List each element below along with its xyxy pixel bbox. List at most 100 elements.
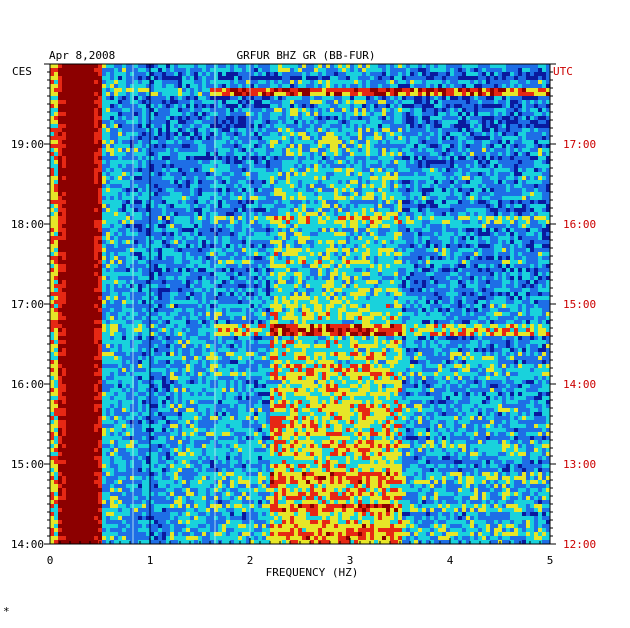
heatmap-cell — [334, 196, 339, 201]
heatmap-cell — [190, 204, 195, 209]
heatmap-cell — [394, 96, 399, 101]
heatmap-cell — [66, 112, 71, 117]
heatmap-cell — [458, 164, 463, 169]
heatmap-cell — [422, 108, 427, 113]
heatmap-cell — [362, 196, 367, 201]
heatmap-cell — [362, 84, 367, 89]
heatmap-cell — [358, 84, 363, 89]
heatmap-cell — [210, 96, 215, 101]
heatmap-cell — [222, 148, 227, 153]
heatmap-cell — [354, 112, 359, 117]
heatmap-cell — [170, 96, 175, 101]
heatmap-cell — [110, 132, 115, 137]
heatmap-cell — [162, 192, 167, 197]
heatmap-cell — [394, 140, 399, 145]
heatmap-cell — [62, 112, 67, 117]
heatmap-cell — [430, 140, 435, 145]
heatmap-cell — [246, 64, 251, 69]
heatmap-cell — [266, 112, 271, 117]
heatmap-cell — [310, 88, 315, 93]
heatmap-cell — [454, 180, 459, 185]
heatmap-cell — [326, 104, 331, 109]
heatmap-cell — [490, 64, 495, 69]
heatmap-cell — [366, 104, 371, 109]
heatmap-cell — [346, 188, 351, 193]
heatmap-cell — [354, 128, 359, 133]
heatmap-cell — [366, 76, 371, 81]
heatmap-cell — [534, 68, 539, 73]
heatmap-cell — [282, 104, 287, 109]
heatmap-cell — [318, 92, 323, 97]
heatmap-cell — [134, 64, 139, 69]
heatmap-cell — [114, 220, 119, 225]
heatmap-cell — [286, 136, 291, 141]
heatmap-cell — [158, 104, 163, 109]
heatmap-cell — [310, 164, 315, 169]
heatmap-cell — [398, 124, 403, 129]
heatmap-cell — [382, 76, 387, 81]
heatmap-cell — [330, 96, 335, 101]
heatmap-cell — [366, 172, 371, 177]
heatmap-cell — [90, 72, 95, 77]
heatmap-cell — [174, 216, 179, 221]
heatmap-cell — [410, 204, 415, 209]
heatmap-cell — [154, 136, 159, 141]
heatmap-cell — [442, 176, 447, 181]
heatmap-cell — [270, 156, 275, 161]
heatmap-cell — [410, 156, 415, 161]
heatmap-cell — [230, 64, 235, 69]
heatmap-cell — [470, 208, 475, 213]
heatmap-cell — [226, 184, 231, 189]
heatmap-cell — [450, 192, 455, 197]
heatmap-cell — [526, 92, 531, 97]
heatmap-cell — [350, 184, 355, 189]
heatmap-cell — [522, 92, 527, 97]
heatmap-cell — [122, 132, 127, 137]
heatmap-cell — [294, 88, 299, 93]
heatmap-cell — [278, 108, 283, 113]
heatmap-cell — [218, 164, 223, 169]
heatmap-cell — [398, 68, 403, 73]
heatmap-cell — [302, 160, 307, 165]
heatmap-cell — [186, 120, 191, 125]
heatmap-cell — [98, 212, 103, 217]
heatmap-cell — [130, 80, 135, 85]
heatmap-cell — [210, 156, 215, 161]
heatmap-cell — [526, 84, 531, 89]
heatmap-cell — [102, 140, 107, 145]
heatmap-cell — [362, 92, 367, 97]
heatmap-cell — [474, 192, 479, 197]
heatmap-cell — [114, 132, 119, 137]
heatmap-cell — [426, 64, 431, 69]
heatmap-cell — [258, 92, 263, 97]
heatmap-cell — [194, 216, 199, 221]
heatmap-cell — [426, 216, 431, 221]
heatmap-cell — [70, 184, 75, 189]
heatmap-cell — [126, 120, 131, 125]
heatmap-cell — [322, 220, 327, 225]
heatmap-cell — [258, 88, 263, 93]
heatmap-cell — [382, 136, 387, 141]
heatmap-cell — [182, 96, 187, 101]
heatmap-cell — [138, 104, 143, 109]
heatmap-cell — [146, 136, 151, 141]
heatmap-cell — [210, 180, 215, 185]
heatmap-cell — [462, 184, 467, 189]
heatmap-cell — [494, 144, 499, 149]
heatmap-cell — [490, 148, 495, 153]
heatmap-cell — [222, 84, 227, 89]
heatmap-cell — [54, 136, 59, 141]
heatmap-cell — [546, 200, 551, 205]
heatmap-cell — [454, 188, 459, 193]
heatmap-cell — [502, 200, 507, 205]
heatmap-cell — [154, 72, 159, 77]
heatmap-cell — [286, 80, 291, 85]
heatmap-cell — [82, 96, 87, 101]
heatmap-cell — [522, 124, 527, 129]
heatmap-cell — [362, 168, 367, 173]
heatmap-cell — [130, 140, 135, 145]
heatmap-cell — [250, 68, 255, 73]
heatmap-cell — [134, 204, 139, 209]
heatmap-cell — [354, 200, 359, 205]
heatmap-cell — [50, 128, 55, 133]
